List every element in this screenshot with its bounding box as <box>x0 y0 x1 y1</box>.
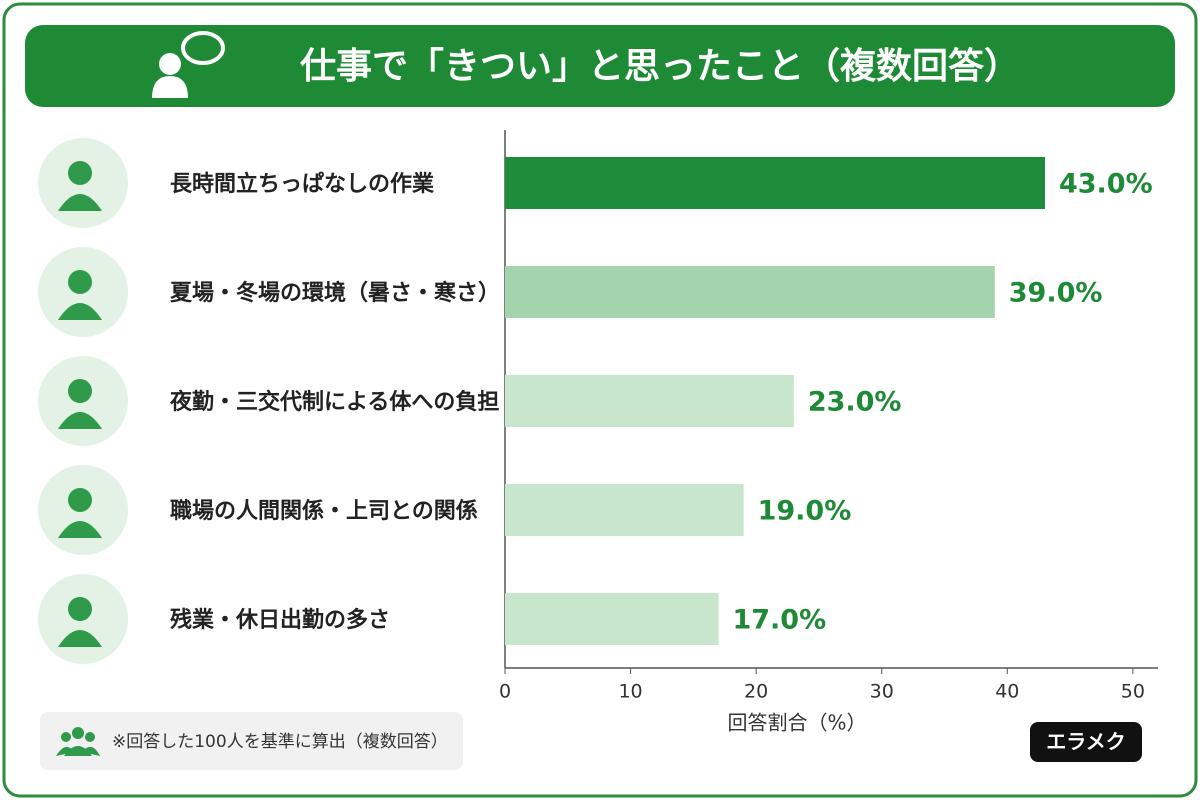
x-tick-label: 20 <box>744 681 768 703</box>
bar <box>505 157 1045 209</box>
row-icon <box>38 574 128 664</box>
icon-body <box>58 630 102 647</box>
title-icon <box>152 31 225 98</box>
title-bar <box>25 25 1175 107</box>
icon-body <box>58 303 102 320</box>
bar <box>505 375 794 427</box>
bar <box>505 484 744 536</box>
icon-head <box>68 597 92 621</box>
x-tick-label: 50 <box>1121 681 1145 703</box>
icon-head <box>68 488 92 512</box>
row-icon <box>38 247 128 337</box>
category-label: 職場の人間関係・上司との関係 <box>170 498 478 524</box>
chart-title: 仕事で「きつい」と思ったこと（複数回答） <box>300 46 1020 87</box>
value-label: 43.0% <box>1059 169 1153 200</box>
category-label: 夜勤・三交代制による体への負担 <box>169 389 499 415</box>
bar <box>505 593 719 645</box>
brand: エラメク <box>1046 730 1125 754</box>
icon-head <box>68 270 92 294</box>
value-label: 19.0% <box>758 496 852 527</box>
note-icon <box>56 727 100 756</box>
x-tick-label: 40 <box>995 681 1019 703</box>
bar <box>505 266 995 318</box>
brand-box <box>1030 722 1142 762</box>
category-label: 残業・休日出勤の多さ <box>170 607 390 633</box>
category-label: 長時間立ちっぱなしの作業 <box>170 171 435 197</box>
x-axis-label: 回答割合（%） <box>727 711 866 735</box>
row-icon <box>38 138 128 228</box>
icon-body <box>58 412 102 429</box>
value-label: 23.0% <box>808 387 902 418</box>
row-icon <box>38 356 128 446</box>
x-tick-label: 0 <box>499 681 511 703</box>
value-label: 17.0% <box>732 605 826 636</box>
x-tick-label: 30 <box>870 681 894 703</box>
value-label: 39.0% <box>1009 278 1103 309</box>
x-tick-label: 10 <box>618 681 642 703</box>
icon-head <box>68 379 92 403</box>
note: ※回答した100人を基準に算出（複数回答） <box>112 732 448 752</box>
icon-body <box>58 194 102 211</box>
category-label: 夏場・冬場の環境（暑さ・寒さ） <box>170 280 500 306</box>
note-box <box>40 712 463 770</box>
row-icon <box>38 465 128 555</box>
icon-head <box>68 161 92 185</box>
icon-body <box>58 521 102 538</box>
